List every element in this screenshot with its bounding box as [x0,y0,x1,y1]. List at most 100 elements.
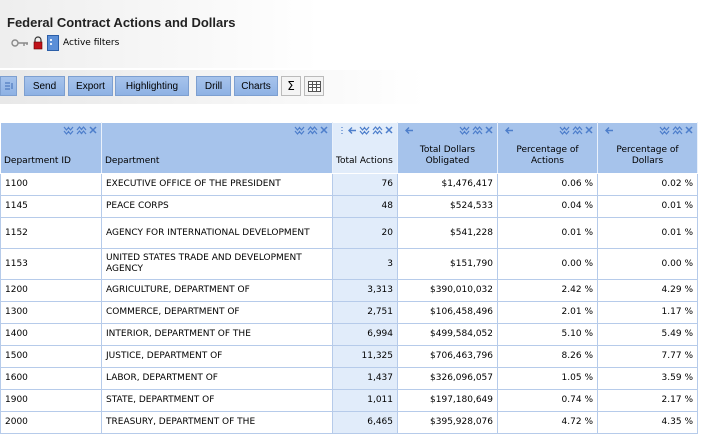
cell-pct-dollars[interactable]: 0.01 % [597,195,698,218]
cell-department[interactable]: UNITED STATES TRADE AND DEVELOPMENT AGEN… [101,248,333,280]
cell-total-dollars[interactable]: $706,463,796 [397,345,498,368]
cell-department[interactable]: INTERIOR, DEPARTMENT OF THE [101,323,333,346]
lock-icon[interactable] [33,36,43,50]
toolbar-collapse-button[interactable] [0,76,17,96]
cell-pct-dollars[interactable]: 4.35 % [597,411,698,434]
cell-department[interactable]: JUSTICE, DEPARTMENT OF [101,345,333,368]
collapse-icon[interactable] [472,125,483,135]
cell-department-id[interactable]: 1300 [0,301,102,324]
cell-total-dollars[interactable]: $197,180,649 [397,389,498,412]
cell-pct-dollars[interactable]: 3.59 % [597,367,698,390]
column-header-total-actions[interactable]: Total Actions [332,122,398,174]
cell-total-dollars[interactable]: $151,790 [397,248,498,280]
sort-chevrons-icon[interactable] [459,126,470,135]
key-icon[interactable] [11,37,29,49]
close-icon[interactable] [89,126,97,134]
cell-pct-dollars[interactable]: 2.17 % [597,389,698,412]
close-icon[interactable] [585,126,593,134]
cell-pct-actions[interactable]: 4.72 % [497,411,598,434]
cell-department[interactable]: AGRICULTURE, DEPARTMENT OF [101,279,333,302]
highlighting-button[interactable]: Highlighting [115,76,189,96]
column-header-percentage-of-dollars[interactable]: Percentage of Dollars [597,122,698,174]
table-row[interactable]: 2000 TREASURY, DEPARTMENT OF THE 6,465 $395… [0,411,698,434]
arrow-left-icon[interactable] [404,126,414,135]
column-header-department-id[interactable]: Department ID [0,122,102,174]
collapse-icon[interactable] [572,125,583,135]
cell-department-id[interactable]: 1145 [0,195,102,218]
cell-department-id[interactable]: 1152 [0,217,102,249]
cell-pct-dollars[interactable]: 0.02 % [597,173,698,196]
close-icon[interactable] [385,126,393,134]
cell-total-actions[interactable]: 11,325 [332,345,398,368]
arrow-left-icon[interactable] [347,126,357,135]
cell-department-id[interactable]: 2000 [0,411,102,434]
charts-button[interactable]: Charts [234,76,278,96]
column-header-percentage-of-actions[interactable]: Percentage of Actions [497,122,598,174]
column-header-department[interactable]: Department [101,122,333,174]
document-icon[interactable] [47,35,59,51]
arrow-left-icon[interactable] [504,126,514,135]
table-row[interactable]: 1500 JUSTICE, DEPARTMENT OF 11,325 $706,463… [0,345,698,368]
cell-total-actions[interactable]: 48 [332,195,398,218]
cell-total-actions[interactable]: 1,011 [332,389,398,412]
cell-pct-actions[interactable]: 0.01 % [497,217,598,249]
cell-total-actions[interactable]: 20 [332,217,398,249]
sort-chevrons-icon[interactable] [63,126,74,135]
cell-pct-actions[interactable]: 2.01 % [497,301,598,324]
close-icon[interactable] [685,126,693,134]
cell-total-dollars[interactable]: $1,476,417 [397,173,498,196]
cell-department-id[interactable]: 1153 [0,248,102,280]
cell-department[interactable]: LABOR, DEPARTMENT OF [101,367,333,390]
cell-total-actions[interactable]: 3 [332,248,398,280]
collapse-icon[interactable] [307,125,318,135]
cell-total-actions[interactable]: 76 [332,173,398,196]
cell-total-dollars[interactable]: $390,010,032 [397,279,498,302]
cell-total-dollars[interactable]: $499,584,052 [397,323,498,346]
send-button[interactable]: Send [24,76,65,96]
table-row[interactable]: 1153 UNITED STATES TRADE AND DEVELOPMENT … [0,248,698,280]
collapse-icon[interactable] [672,125,683,135]
cell-total-dollars[interactable]: $524,533 [397,195,498,218]
drill-button[interactable]: Drill [196,76,231,96]
cell-pct-actions[interactable]: 0.74 % [497,389,598,412]
sort-chevrons-icon[interactable] [359,126,370,135]
table-row[interactable]: 1300 COMMERCE, DEPARTMENT OF 2,751 $106,458… [0,301,698,324]
collapse-icon[interactable] [372,125,383,135]
close-icon[interactable] [320,126,328,134]
cell-pct-actions[interactable]: 1.05 % [497,367,598,390]
cell-total-dollars[interactable]: $395,928,076 [397,411,498,434]
cell-department-id[interactable]: 1500 [0,345,102,368]
cell-total-actions[interactable]: 2,751 [332,301,398,324]
cell-department[interactable]: EXECUTIVE OFFICE OF THE PRESIDENT [101,173,333,196]
cell-pct-actions[interactable]: 0.00 % [497,248,598,280]
arrow-left-icon[interactable] [604,126,614,135]
cell-total-actions[interactable]: 6,465 [332,411,398,434]
cell-total-actions[interactable]: 1,437 [332,367,398,390]
cell-pct-dollars[interactable]: 7.77 % [597,345,698,368]
grid-view-button[interactable] [304,76,324,96]
table-row[interactable]: 1152 AGENCY FOR INTERNATIONAL DEVELOPMENT… [0,217,698,249]
collapse-icon[interactable] [76,125,87,135]
cell-pct-actions[interactable]: 0.06 % [497,173,598,196]
cell-department[interactable]: PEACE CORPS [101,195,333,218]
table-row[interactable]: 1900 STATE, DEPARTMENT OF 1,011 $197,180,64… [0,389,698,412]
cell-pct-dollars[interactable]: 4.29 % [597,279,698,302]
cell-pct-actions[interactable]: 2.42 % [497,279,598,302]
cell-department-id[interactable]: 1900 [0,389,102,412]
cell-total-dollars[interactable]: $541,228 [397,217,498,249]
table-row[interactable]: 1100 EXECUTIVE OFFICE OF THE PRESIDENT 76 $… [0,173,698,196]
sum-button[interactable]: Σ [281,76,301,96]
sort-chevrons-icon[interactable] [294,126,305,135]
cell-department-id[interactable]: 1400 [0,323,102,346]
cell-department[interactable]: COMMERCE, DEPARTMENT OF [101,301,333,324]
table-row[interactable]: 1400 INTERIOR, DEPARTMENT OF THE 6,994 $499… [0,323,698,346]
cell-pct-actions[interactable]: 5.10 % [497,323,598,346]
cell-total-dollars[interactable]: $326,096,057 [397,367,498,390]
cell-total-actions[interactable]: 6,994 [332,323,398,346]
cell-pct-dollars[interactable]: 1.17 % [597,301,698,324]
cell-department[interactable]: TREASURY, DEPARTMENT OF THE [101,411,333,434]
cell-pct-dollars[interactable]: 0.00 % [597,248,698,280]
cell-pct-actions[interactable]: 0.04 % [497,195,598,218]
active-filters-label[interactable]: Active filters [63,38,120,48]
cell-pct-dollars[interactable]: 5.49 % [597,323,698,346]
